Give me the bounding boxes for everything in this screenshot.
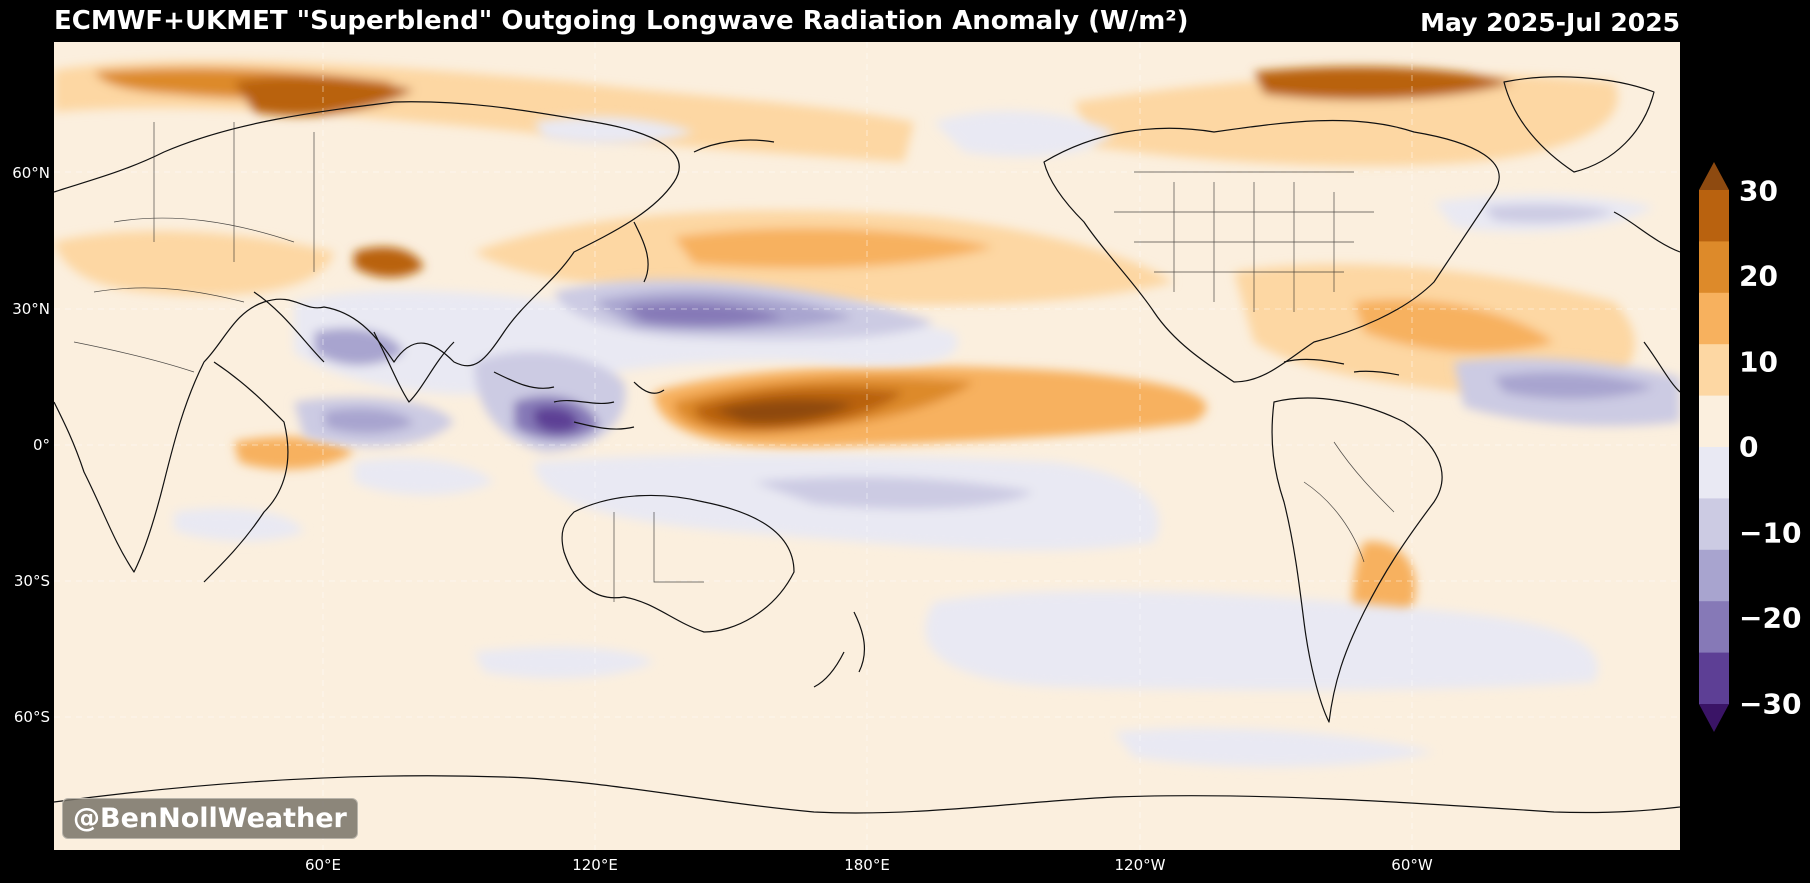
borders [73,122,1395,602]
colorbar-band [1699,241,1729,294]
colorbar-extend-top [1699,162,1729,190]
lat-label-30n: 30°N [12,300,50,318]
lon-label-120e: 120°E [572,856,618,874]
negative-anomaly-fields [174,111,1680,767]
colorbar-band [1699,652,1729,705]
lon-label-120w: 120°W [1114,856,1166,874]
lat-label-60n: 60°N [12,164,50,182]
period-label: May 2025-Jul 2025 [1420,8,1680,37]
chart-title: ECMWF+UKMET "Superblend" Outgoing Longwa… [54,6,1189,36]
lon-label-180e: 180°E [844,856,890,874]
lat-label-60s: 60°S [13,708,50,726]
coastlines [54,76,1680,814]
colorbar-tick-minus10: −10 [1739,516,1802,550]
positive-anomaly-fields [54,60,1635,659]
colorbar-band [1699,292,1729,345]
lon-label-60w: 60°W [1391,856,1433,874]
colorbar-tick-30: 30 [1739,174,1778,208]
colorbar-band [1699,190,1729,242]
lat-label-0: 0° [32,436,50,454]
colorbar-tick-minus20: −20 [1739,601,1802,635]
anomaly-map [54,42,1680,850]
colorbar-extend-bottom [1699,704,1729,732]
colorbar-band [1699,344,1729,397]
author-watermark: @BenNollWeather [62,798,358,839]
colorbar [1699,162,1729,732]
colorbar-band [1699,395,1729,448]
colorbar-band [1699,549,1729,602]
lon-label-60e: 60°E [304,856,342,874]
colorbar-band [1699,447,1729,499]
colorbar-band [1699,498,1729,551]
colorbar-tick-10: 10 [1739,345,1778,379]
graticule [54,42,1680,850]
lat-label-30s: 30°S [13,572,50,590]
colorbar-tick-minus30: −30 [1739,687,1802,721]
colorbar-tick-0: 0 [1739,430,1759,464]
colorbar-band [1699,601,1729,654]
colorbar-tick-20: 20 [1739,259,1778,293]
